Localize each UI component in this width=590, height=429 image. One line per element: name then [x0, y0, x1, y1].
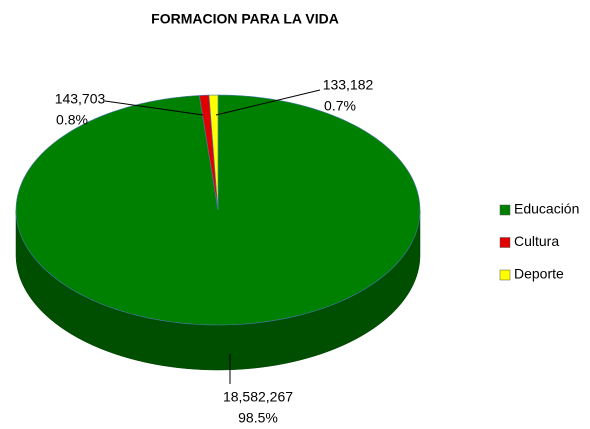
- percent-label: 98.5%: [238, 410, 278, 426]
- legend-swatch: [499, 204, 511, 216]
- legend-label: Deporte: [514, 266, 564, 282]
- leader-line: [215, 89, 321, 116]
- percent-label: 0.7%: [324, 98, 356, 114]
- legend-label: Educación: [514, 201, 579, 217]
- percent-label: 0.8%: [56, 112, 88, 128]
- data-label: 18,582,267: [223, 389, 293, 405]
- chart-title: FORMACION PARA LA VIDA: [151, 11, 339, 27]
- legend-label: Cultura: [514, 233, 559, 249]
- data-label: 133,182: [323, 77, 374, 93]
- legend-swatch: [499, 237, 511, 248]
- data-label: 143,703: [55, 91, 106, 107]
- legend-swatch: [499, 269, 511, 281]
- leader-line: [104, 100, 204, 116]
